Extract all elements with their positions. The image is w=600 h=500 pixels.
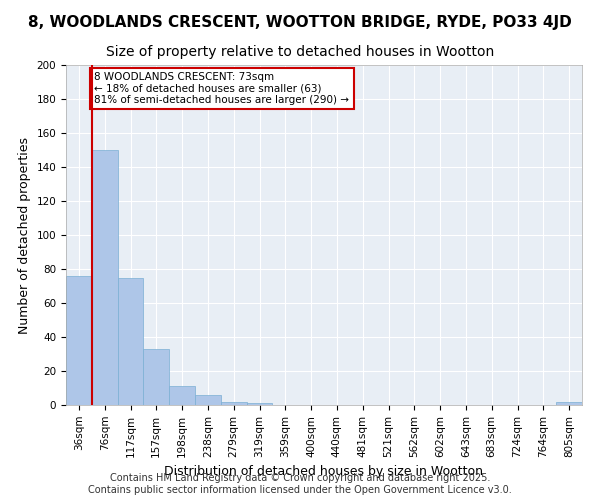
Bar xyxy=(66,276,92,405)
Bar xyxy=(221,402,247,405)
Text: Size of property relative to detached houses in Wootton: Size of property relative to detached ho… xyxy=(106,45,494,59)
Bar xyxy=(143,349,169,405)
Bar xyxy=(169,386,195,405)
Bar xyxy=(556,402,582,405)
Bar xyxy=(247,404,272,405)
Bar xyxy=(92,150,118,405)
Text: 8 WOODLANDS CRESCENT: 73sqm
← 18% of detached houses are smaller (63)
81% of sem: 8 WOODLANDS CRESCENT: 73sqm ← 18% of det… xyxy=(94,72,349,105)
Y-axis label: Number of detached properties: Number of detached properties xyxy=(18,136,31,334)
Bar xyxy=(118,278,143,405)
Text: 8, WOODLANDS CRESCENT, WOOTTON BRIDGE, RYDE, PO33 4JD: 8, WOODLANDS CRESCENT, WOOTTON BRIDGE, R… xyxy=(28,15,572,30)
Bar xyxy=(195,395,221,405)
X-axis label: Distribution of detached houses by size in Wootton: Distribution of detached houses by size … xyxy=(164,465,484,478)
Text: Contains HM Land Registry data © Crown copyright and database right 2025.
Contai: Contains HM Land Registry data © Crown c… xyxy=(88,474,512,495)
